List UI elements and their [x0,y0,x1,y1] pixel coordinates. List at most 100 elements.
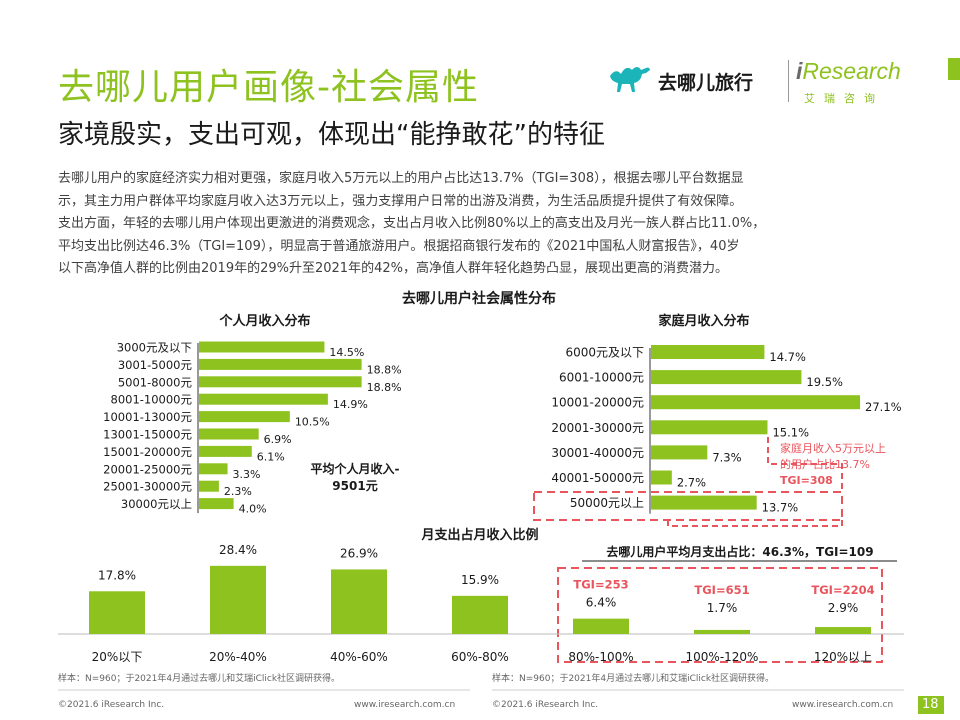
category-label: 60%-80% [451,650,509,664]
copyright-left: ©2021.6 iResearch Inc. [58,700,165,710]
bar [651,445,708,460]
paragraph-line: 以下高净值人群的比例由2019年的29%升至2021年的42%，高净值人群年轻化… [58,261,728,276]
bar [199,411,290,423]
category-label: 20001-25000元 [103,462,192,476]
bar [199,445,252,457]
tgi-label: TGI=2204 [811,583,874,597]
bar [651,395,861,410]
page-subtitle: 家境殷实，支出可观，体现出“能挣敢花”的特征 [58,120,605,150]
data-label: 15.9% [461,573,499,587]
high-spending-highlight-box [557,567,883,663]
category-label: 100%-120% [686,650,759,664]
logo-green-strip [948,58,960,80]
callout-line: 的用户占比13.7% [780,457,870,471]
bar [651,495,757,510]
data-label: 27.1% [865,400,902,414]
data-label: 18.8% [367,363,402,376]
personal-income-chart: 个人月收入分布 3000元及以下 14.5% 3001-5000元 18.8% 5001… [103,313,401,516]
iresearch-logo-cn: 艾瑞咨询 [804,92,884,105]
category-label: 20%以下 [92,650,143,664]
bar [199,358,362,370]
camel-icon [610,67,650,92]
paragraph-line: 平均支出比例达46.3%（TGI=109），明显高于普通旅游用户。根据招商银行发… [58,238,740,254]
category-label: 15001-20000元 [103,445,192,459]
category-label: 6001-10000元 [559,371,644,385]
bar [199,463,228,475]
bar [815,627,871,634]
bar [331,569,387,634]
bar [651,370,802,385]
qunar-logo-text: 去哪儿旅行 [658,72,754,94]
category-label: 25001-30000元 [103,480,192,494]
bar [651,345,765,359]
data-label: 10.5% [295,416,330,429]
highlight-box [533,491,843,521]
callout-tgi: TGI=308 [780,474,833,487]
household-income-chart: 家庭月收入分布 6000元及以下 14.7% 6001-10000元 19.5% 100… [551,313,901,515]
bar [573,618,629,634]
data-label: 14.7% [769,350,806,364]
data-label: 2.3% [224,485,252,498]
bar [199,498,234,510]
category-label: 3000元及以下 [117,341,192,355]
tgi-label: TGI=651 [694,583,749,597]
data-label: 1.7% [707,601,738,615]
callout-line: 家庭月收入5万元以上 [780,441,886,455]
bar [199,341,325,353]
bar [199,480,219,492]
summary-paragraph: 去哪儿用户的家庭经济实力相对更强，家庭月收入5万元以上的用户占比达13.7%（T… [58,168,918,281]
data-label: 14.5% [329,346,364,359]
category-label: 20%-40% [209,650,267,664]
paragraph-line: 示，其主力用户群体平均家庭月收入达3万元以上，强力支撑用户日常的出游及消费，为生… [58,193,743,209]
data-label: 6.9% [264,433,292,446]
category-label: 120%以上 [814,650,872,664]
category-label: 40001-50000元 [551,471,644,485]
data-label: 18.8% [367,381,402,394]
data-label: 6.4% [586,596,617,610]
data-label: 19.5% [806,375,843,389]
callout-connector [767,437,843,492]
bar [199,376,362,388]
tgi-label: TGI=253 [573,578,628,592]
bar [651,420,768,435]
category-label: 8001-10000元 [111,393,193,407]
category-label: 30001-40000元 [551,446,644,460]
category-label: 20001-30000元 [551,421,644,435]
iresearch-logo-text: Research [802,58,901,84]
iresearch-logo-i: i [796,58,803,84]
spending-summary: 去哪儿用户平均月支出占比：46.3%，TGI=109 [606,544,873,559]
category-label: 40%-60% [330,650,388,664]
bar [651,470,672,485]
callout-connector [667,520,843,527]
sample-note-left: 样本：N=960；于2021年4月通过去哪儿和艾瑞iClick社区调研获得。 [58,674,341,684]
bar [694,629,750,634]
paragraph-line: 支出方面，年轻的去哪儿用户体现出更激进的消费观念，支出占月收入比例80%以上的高… [58,216,766,231]
chart-title: 月支出占月收入比例 [420,527,538,543]
section-title: 去哪儿用户社会属性分布 [402,290,556,307]
logo-area: 去哪儿旅行 iResearch 艾瑞咨询 [608,56,908,108]
data-label: 2.9% [828,601,859,615]
data-label: 6.1% [257,450,285,463]
personal-income-annotation: 平均个人月收入- 9501元 [311,461,400,493]
data-label: 13.7% [762,501,799,515]
category-label: 6000元及以下 [565,346,644,360]
data-label: 15.1% [772,425,809,439]
data-label: 3.3% [233,468,261,481]
url-right: www.iresearch.com.cn [792,700,894,710]
paragraph-line: 去哪儿用户的家庭经济实力相对更强，家庭月收入5万元以上的用户占比达13.7%（T… [58,171,744,186]
category-label: 13001-15000元 [103,428,192,442]
spending-ratio-chart: 月支出占月收入比例 去哪儿用户平均月支出占比：46.3%，TGI=109 17.… [58,527,904,664]
chart-title: 家庭月收入分布 [658,313,749,329]
category-label: 50000元以上 [570,496,644,510]
annotation-line: 9501元 [332,479,377,493]
category-label: 10001-20000元 [551,396,644,410]
page-number: 18 [918,696,944,714]
data-label: 26.9% [340,546,378,560]
category-label: 80%-100% [568,650,633,664]
bar [210,565,266,634]
copyright-right: ©2021.6 iResearch Inc. [492,700,599,710]
data-label: 7.3% [712,450,741,464]
category-label: 30000元以上 [121,497,192,511]
category-label: 3001-5000元 [118,358,193,372]
